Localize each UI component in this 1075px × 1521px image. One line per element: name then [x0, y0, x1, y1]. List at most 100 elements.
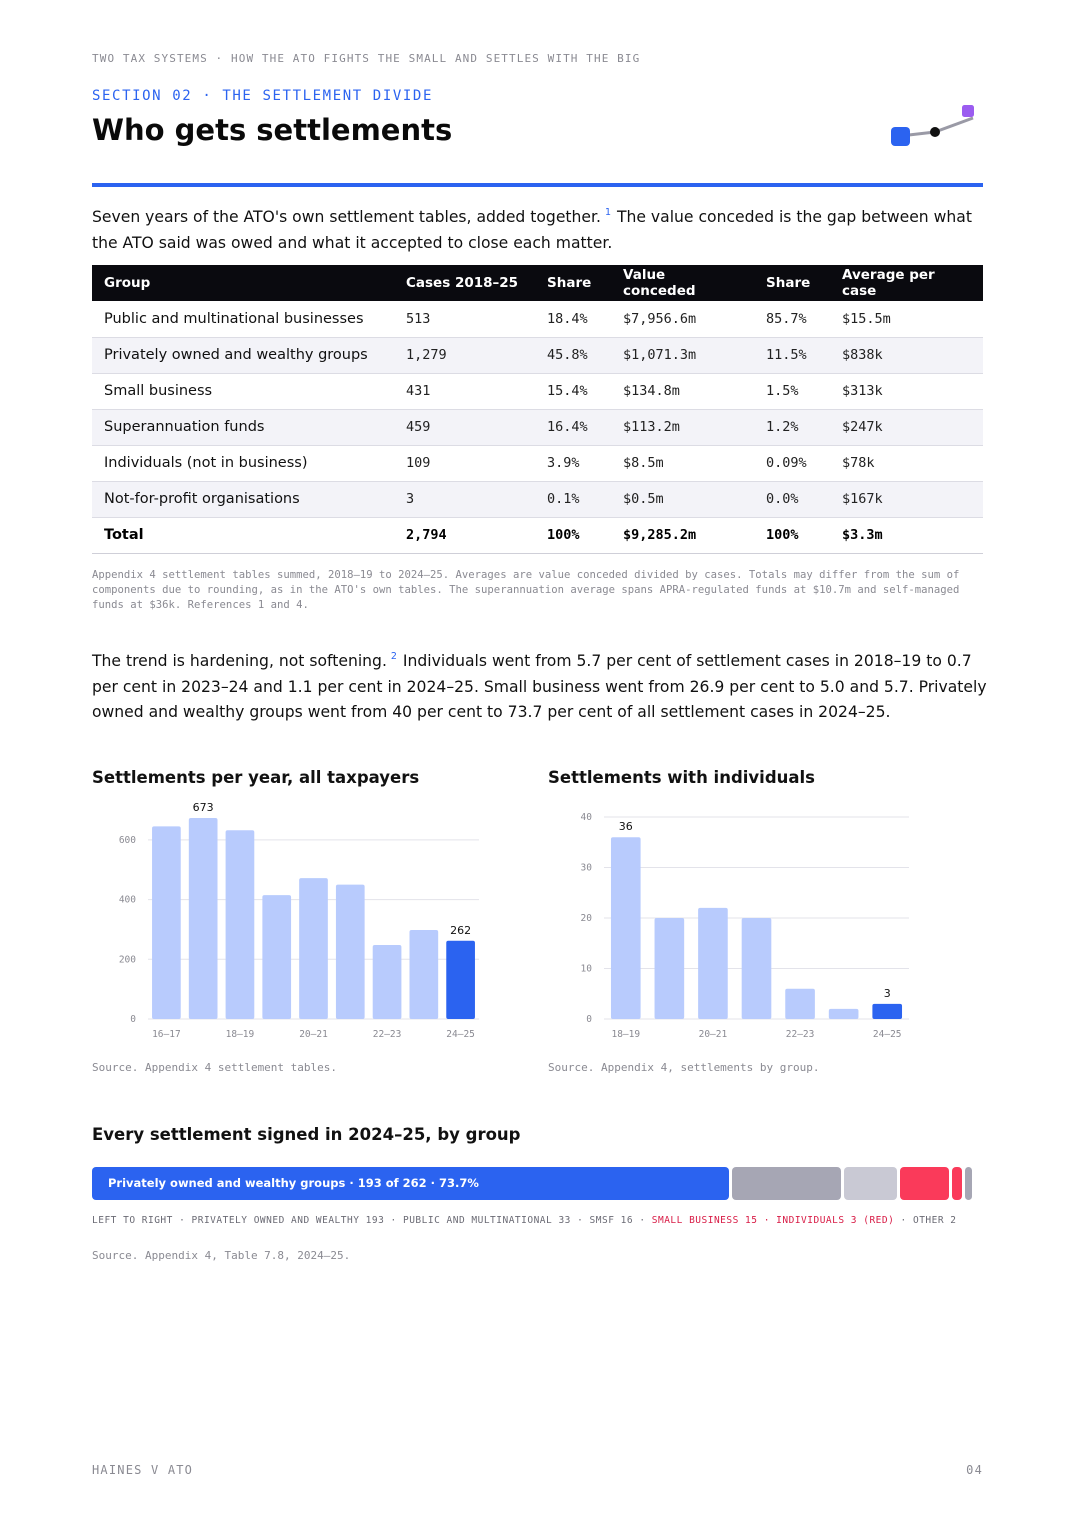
y-tick-label: 30	[581, 863, 593, 874]
chart-source-individuals: Source. Appendix 4, settlements by group…	[548, 1061, 820, 1074]
cell-cases: 513	[394, 301, 535, 338]
cell-group: Individuals (not in business)	[92, 445, 394, 482]
stack-segment-label: Privately owned and wealthy groups · 193…	[108, 1176, 479, 1190]
cell-share: 16.4%	[535, 409, 611, 446]
col-header-value-share: Share	[754, 265, 830, 301]
cell-value-share: 1.2%	[754, 409, 830, 446]
y-tick-label: 0	[586, 1014, 592, 1025]
cell-cases: 1,279	[394, 337, 535, 374]
cell-value: $134.8m	[611, 373, 754, 410]
bar	[372, 944, 402, 1019]
legend-text-red: SMALL BUSINESS 15 · INDIVIDUALS 3 (RED)	[651, 1215, 895, 1226]
cell-cases: 109	[394, 445, 535, 482]
stacked-title: Every settlement signed in 2024–25, by g…	[92, 1125, 521, 1144]
bar	[610, 837, 641, 1019]
bar	[741, 918, 772, 1019]
table-row: Public and multinational businesses 513 …	[92, 301, 983, 338]
footnote-ref-2[interactable]: 2	[390, 651, 397, 662]
col-header-value: Value conceded	[611, 265, 754, 301]
bar	[785, 988, 815, 1019]
y-tick-label: 200	[119, 954, 136, 965]
y-tick-label: 40	[581, 812, 593, 823]
legend-text: LEFT TO RIGHT · PRIVATELY OWNED AND WEAL…	[92, 1215, 652, 1226]
x-tick-label: 24–25	[446, 1029, 475, 1040]
cell-total-value-share: 100%	[754, 517, 830, 554]
chart-title-individuals: Settlements with individuals	[548, 768, 816, 787]
legend-text-end: · OTHER 2	[894, 1215, 957, 1226]
cell-total-cases: 2,794	[394, 517, 535, 554]
cell-value: $113.2m	[611, 409, 754, 446]
footnote-ref-1[interactable]: 1	[604, 207, 611, 218]
bar	[828, 1008, 859, 1019]
y-tick-label: 0	[130, 1014, 136, 1025]
stack-segment	[965, 1167, 972, 1200]
cell-value: $0.5m	[611, 481, 754, 518]
stack-segment	[844, 1167, 897, 1200]
trend-paragraph: The trend is hardening, not softening. 2 …	[92, 644, 987, 726]
data-label: 36	[619, 820, 633, 833]
chart-all-taxpayers: 0 200 400 600 16–17 673 18–19 20–21 22–23 262 24–2…	[119, 801, 479, 1040]
y-tick-label: 600	[119, 835, 136, 846]
stack-segment	[732, 1167, 842, 1200]
brand-mark-icon	[891, 105, 974, 146]
y-tick-label: 20	[581, 913, 593, 924]
bar	[152, 826, 181, 1019]
page-title: Who gets settlements	[92, 113, 453, 147]
cell-group: Privately owned and wealthy groups	[92, 337, 394, 374]
data-label: 262	[450, 924, 471, 937]
stack-segment: Privately owned and wealthy groups · 193…	[92, 1167, 730, 1200]
cell-average: $247k	[830, 409, 983, 446]
col-header-group: Group	[92, 265, 394, 301]
x-tick-label: 22–23	[786, 1029, 815, 1040]
bar	[654, 918, 685, 1019]
cell-value-share: 1.5%	[754, 373, 830, 410]
cell-total-value: $9,285.2m	[611, 517, 754, 554]
cell-cases: 3	[394, 481, 535, 518]
cell-cases: 459	[394, 409, 535, 446]
col-header-share: Share	[535, 265, 611, 301]
bar	[872, 1003, 903, 1019]
bar	[409, 930, 439, 1019]
cell-average: $167k	[830, 481, 983, 518]
cell-value: $7,956.6m	[611, 301, 754, 338]
cell-value-share: 0.09%	[754, 445, 830, 482]
running-head: TWO TAX SYSTEMS · HOW THE ATO FIGHTS THE…	[92, 52, 641, 65]
chart-individuals: 0 10 20 30 40 36 18–19 20–21 22–23 3 24–25	[581, 812, 909, 1040]
cell-value: $1,071.3m	[611, 337, 754, 374]
bar	[299, 878, 328, 1019]
table-row: Not-for-profit organisations 3 0.1% $0.5…	[92, 481, 983, 518]
data-label: 673	[193, 801, 214, 814]
table-row: Privately owned and wealthy groups 1,279…	[92, 337, 983, 374]
stacked-legend: LEFT TO RIGHT · PRIVATELY OWNED AND WEAL…	[92, 1215, 957, 1226]
trend-text-cont: Individuals went from 5.7 per cent of se…	[92, 652, 987, 721]
title-rule	[92, 183, 983, 187]
footer-left: HAINES V ATO	[92, 1463, 194, 1477]
cell-share: 15.4%	[535, 373, 611, 410]
cell-total-label: Total	[92, 517, 394, 554]
intro-text-cont: The value conceded is the gap between wh…	[92, 208, 972, 252]
data-label: 3	[884, 987, 891, 1000]
settlement-table: Group Cases 2018–25 Share Value conceded…	[92, 265, 983, 554]
x-tick-label: 20–21	[299, 1029, 328, 1040]
section-kicker: SECTION 02 · THE SETTLEMENT DIVIDE	[92, 88, 433, 104]
bar	[188, 818, 218, 1019]
stack-segment	[899, 1167, 950, 1200]
stacked-bar-2024-25: Privately owned and wealthy groups · 193…	[92, 1167, 972, 1200]
page-number: 04	[966, 1463, 983, 1477]
table-row: Small business 431 15.4% $134.8m 1.5% $3…	[92, 373, 983, 410]
cell-group: Not-for-profit organisations	[92, 481, 394, 518]
chart-source-all: Source. Appendix 4 settlement tables.	[92, 1061, 338, 1074]
table-header-row: Group Cases 2018–25 Share Value conceded…	[92, 265, 983, 301]
intro-paragraph: Seven years of the ATO's own settlement …	[92, 200, 987, 256]
cell-total-average: $3.3m	[830, 517, 983, 554]
bar	[262, 895, 292, 1019]
table-row: Superannuation funds 459 16.4% $113.2m 1…	[92, 409, 983, 446]
cell-total-share: 100%	[535, 517, 611, 554]
cell-share: 18.4%	[535, 301, 611, 338]
y-tick-label: 400	[119, 895, 136, 906]
cell-share: 0.1%	[535, 481, 611, 518]
x-tick-label: 20–21	[699, 1029, 728, 1040]
cell-group: Public and multinational businesses	[92, 301, 394, 338]
cell-cases: 431	[394, 373, 535, 410]
cell-value-share: 85.7%	[754, 301, 830, 338]
